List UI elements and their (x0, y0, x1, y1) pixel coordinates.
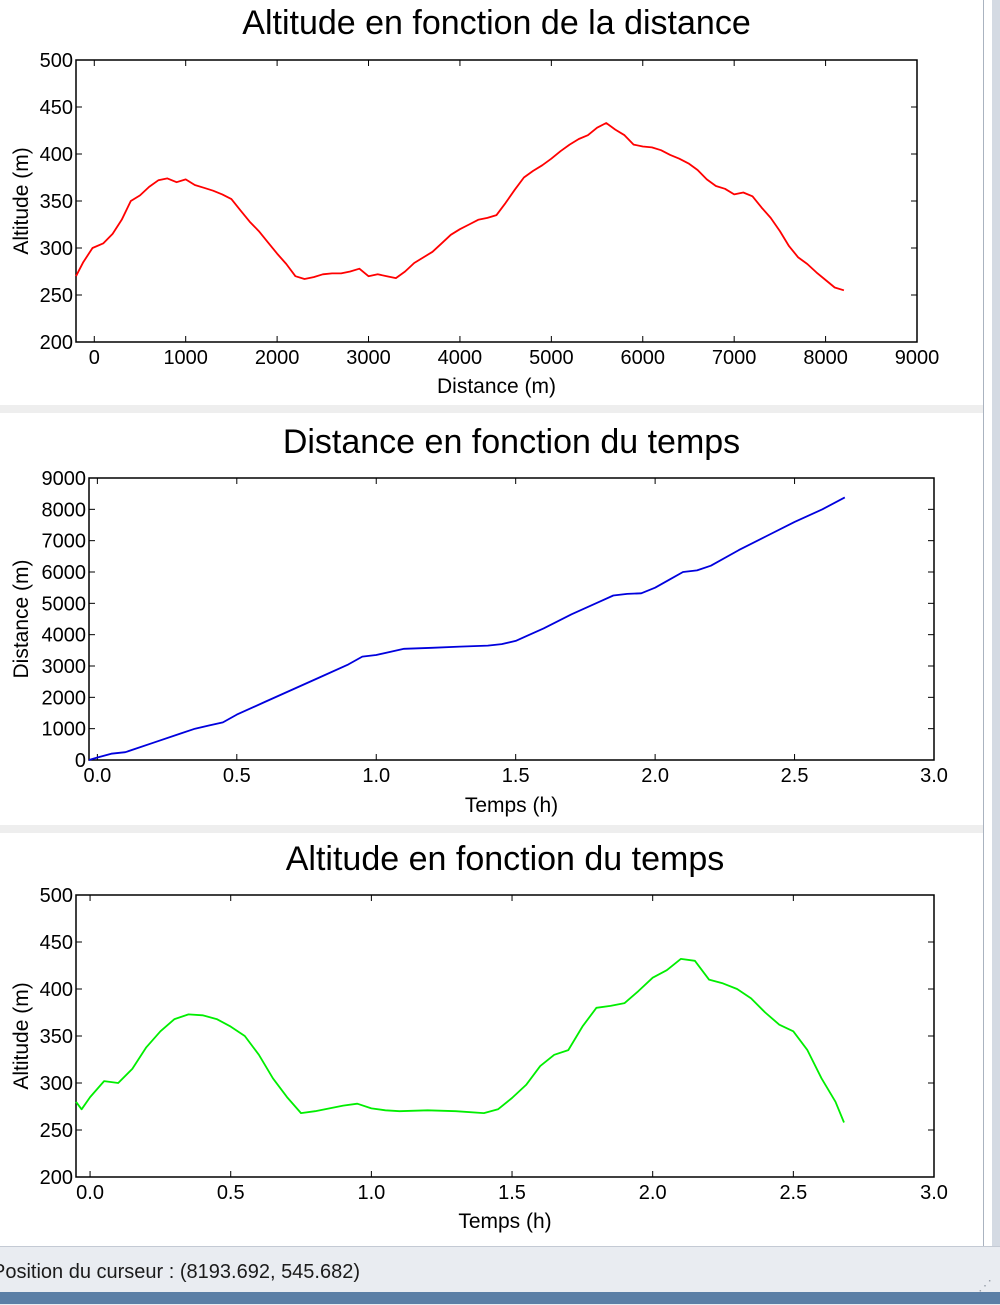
y-tick-label: 350 (40, 1026, 73, 1048)
chart-distance-time: Distance en fonction du temps 0 1000 2000 30… (10, 423, 948, 817)
y-tick-label: 250 (40, 285, 73, 307)
chart-panel-altitude-time: Altitude en fonction du temps 200 250 300 35… (0, 833, 984, 1246)
y-tick-label: 450 (40, 97, 73, 119)
x-tick-label: 1.0 (357, 1182, 385, 1204)
y-tick-label: 2000 (42, 687, 87, 709)
y-tick-label: 1000 (42, 719, 87, 741)
x-tick-label: 2.5 (779, 1182, 807, 1204)
x-tick-label: 6000 (621, 347, 666, 369)
window-right-border (983, 0, 1000, 1246)
window-bottom-border (0, 1292, 1000, 1304)
y-tick-label: 250 (40, 1120, 73, 1142)
x-axis-label: Temps (h) (465, 794, 558, 817)
panel-separator[interactable] (0, 405, 984, 413)
x-tick-label: 2.5 (781, 765, 809, 787)
y-axis-label: Altitude (m) (10, 982, 33, 1089)
x-tick-label: 0.5 (223, 765, 251, 787)
x-tick-label: 0.0 (83, 765, 111, 787)
chart-panel-distance-time: Distance en fonction du temps 0 1000 2000 30… (0, 413, 984, 825)
y-tick-label: 500 (40, 885, 73, 907)
x-tick-label: 3.0 (920, 765, 948, 787)
x-tick-label: 8000 (803, 347, 848, 369)
y-axis-label: Altitude (m) (10, 147, 33, 254)
y-tick-label: 6000 (42, 562, 87, 584)
x-tick-label: 2.0 (639, 1182, 667, 1204)
y-tick-label: 400 (40, 979, 73, 1001)
x-tick-label: 1.5 (502, 765, 530, 787)
x-tick-label: 1000 (163, 347, 208, 369)
plot-area (75, 59, 918, 343)
y-tick-label: 450 (40, 932, 73, 954)
y-tick-label: 200 (40, 1167, 73, 1189)
y-axis-label: Distance (m) (10, 559, 33, 678)
y-tick-label: 4000 (42, 625, 87, 647)
x-tick-label: 9000 (895, 347, 940, 369)
x-tick-label: 5000 (529, 347, 574, 369)
x-tick-label: 7000 (712, 347, 757, 369)
x-tick-label: 1.0 (362, 765, 390, 787)
x-tick-label: 4000 (438, 347, 483, 369)
chart-panel-altitude-distance: Altitude en fonction de la distance 200 25… (0, 0, 984, 405)
series-line (75, 122, 845, 292)
x-tick-label: 2.0 (641, 765, 669, 787)
panel-separator[interactable] (0, 825, 984, 833)
y-tick-label: 400 (40, 144, 73, 166)
resize-grip-icon[interactable]: ⋰ (978, 1277, 992, 1293)
y-tick-label: 300 (40, 1073, 73, 1095)
x-tick-label: 0.0 (76, 1182, 104, 1204)
chart-altitude-distance: Altitude en fonction de la distance 200 25… (10, 4, 940, 398)
x-axis-label: Temps (h) (458, 1210, 551, 1233)
x-axis-label: Distance (m) (437, 375, 556, 398)
chart-title: Distance en fonction du temps (283, 423, 740, 461)
y-tick-label: 300 (40, 238, 73, 260)
x-tick-label: 0 (89, 347, 100, 369)
y-tick-label: 500 (40, 50, 73, 72)
y-tick-label: 350 (40, 191, 73, 213)
y-tick-label: 7000 (42, 531, 87, 553)
y-tick-label: 0 (75, 750, 86, 772)
plot-area (88, 477, 935, 761)
chart-title: Altitude en fonction du temps (286, 840, 725, 878)
x-tick-label: 1.5 (498, 1182, 526, 1204)
series-line (75, 958, 845, 1123)
x-tick-label: 0.5 (217, 1182, 245, 1204)
chart-title: Altitude en fonction de la distance (242, 4, 750, 42)
y-tick-label: 200 (40, 332, 73, 354)
chart-altitude-time: Altitude en fonction du temps 200 250 300 35… (10, 840, 948, 1233)
plot-area (75, 894, 935, 1178)
y-tick-label: 3000 (42, 656, 87, 678)
x-tick-label: 3000 (346, 347, 391, 369)
y-tick-label: 8000 (42, 499, 87, 521)
cursor-position-text: Position du curseur : (8193.692, 545.682… (0, 1261, 361, 1283)
y-tick-label: 9000 (42, 468, 87, 490)
y-tick-label: 5000 (42, 593, 87, 615)
x-tick-label: 3.0 (920, 1182, 948, 1204)
x-tick-label: 2000 (255, 347, 300, 369)
series-line (88, 496, 846, 761)
